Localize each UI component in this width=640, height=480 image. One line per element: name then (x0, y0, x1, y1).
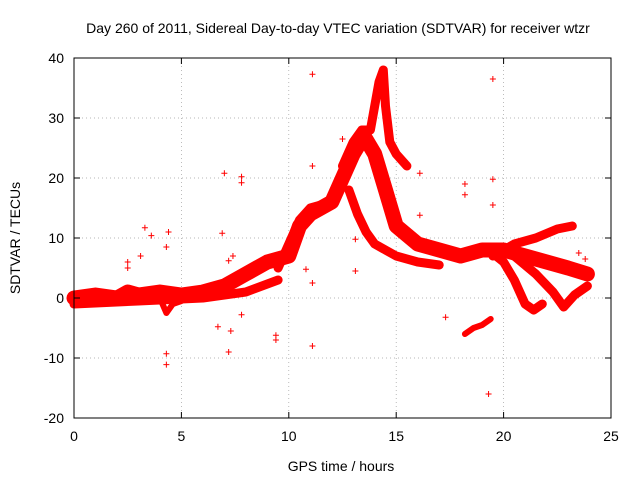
x-axis-label: GPS time / hours (288, 458, 395, 474)
data-outliers (124, 71, 589, 397)
x-tick-label: 10 (281, 428, 297, 444)
y-tick-label: 10 (48, 230, 64, 246)
data-point (229, 253, 236, 259)
data-point (416, 170, 423, 177)
x-tick-label: 20 (496, 428, 512, 444)
data-point (309, 343, 316, 349)
data-point (461, 181, 468, 187)
data-point (163, 244, 170, 250)
x-tick-label: 0 (70, 428, 78, 444)
y-tick-label: 40 (48, 50, 64, 66)
data-point (219, 230, 226, 237)
data-point (309, 71, 316, 78)
data-band-spike-trace (338, 65, 412, 171)
data-point (238, 179, 245, 186)
data-point (302, 266, 309, 273)
data-point (163, 361, 170, 368)
y-tick-label: 0 (56, 290, 64, 306)
axis-ticks: 0 5 10 15 20 25 -20 -10 0 10 20 30 40 (44, 50, 619, 444)
data-point (272, 337, 279, 343)
data-point (238, 173, 245, 180)
data-point (582, 256, 589, 262)
data-point (489, 176, 496, 183)
data-point (165, 229, 172, 235)
y-axis-label: SDTVAR / TECUs (7, 182, 23, 294)
data-band-late-arc-1 (484, 245, 547, 315)
data-band-dip-cluster (461, 316, 494, 337)
chart-title: Day 260 of 2011, Sidereal Day-to-day VTE… (86, 20, 590, 36)
y-tick-label: 20 (48, 170, 64, 186)
data-point (124, 265, 131, 271)
data-point (227, 328, 234, 334)
data-point (221, 170, 228, 177)
data-point (442, 314, 449, 321)
y-tick-label: 30 (48, 110, 64, 126)
data-point (225, 257, 232, 264)
data-point (416, 212, 423, 219)
data-band-descending-trace (344, 185, 444, 270)
x-tick-label: 5 (178, 428, 186, 444)
data-band-zero-band (69, 275, 283, 309)
data-point (148, 232, 155, 239)
data-point (339, 136, 346, 142)
data-point (214, 323, 221, 330)
data-point (352, 236, 359, 243)
data-point (141, 224, 148, 231)
data-point (163, 350, 170, 357)
data-bands (66, 65, 595, 337)
y-tick-label: -20 (44, 410, 64, 426)
data-point (485, 391, 492, 397)
data-band-late-rising (488, 221, 577, 261)
data-point (575, 250, 582, 256)
x-tick-label: 25 (603, 428, 619, 444)
data-point (489, 76, 496, 82)
data-point (225, 349, 232, 355)
y-tick-label: -10 (44, 350, 64, 366)
data-point (238, 311, 245, 318)
data-band-upper-arc (273, 197, 337, 273)
data-point (461, 191, 468, 198)
data-point (352, 268, 359, 274)
data-point (309, 280, 316, 286)
data-point (309, 163, 316, 169)
data-point (489, 202, 496, 208)
data-band-late-arc-2 (509, 251, 592, 312)
data-point (124, 259, 131, 265)
data-point (137, 253, 144, 259)
x-tick-label: 15 (388, 428, 404, 444)
